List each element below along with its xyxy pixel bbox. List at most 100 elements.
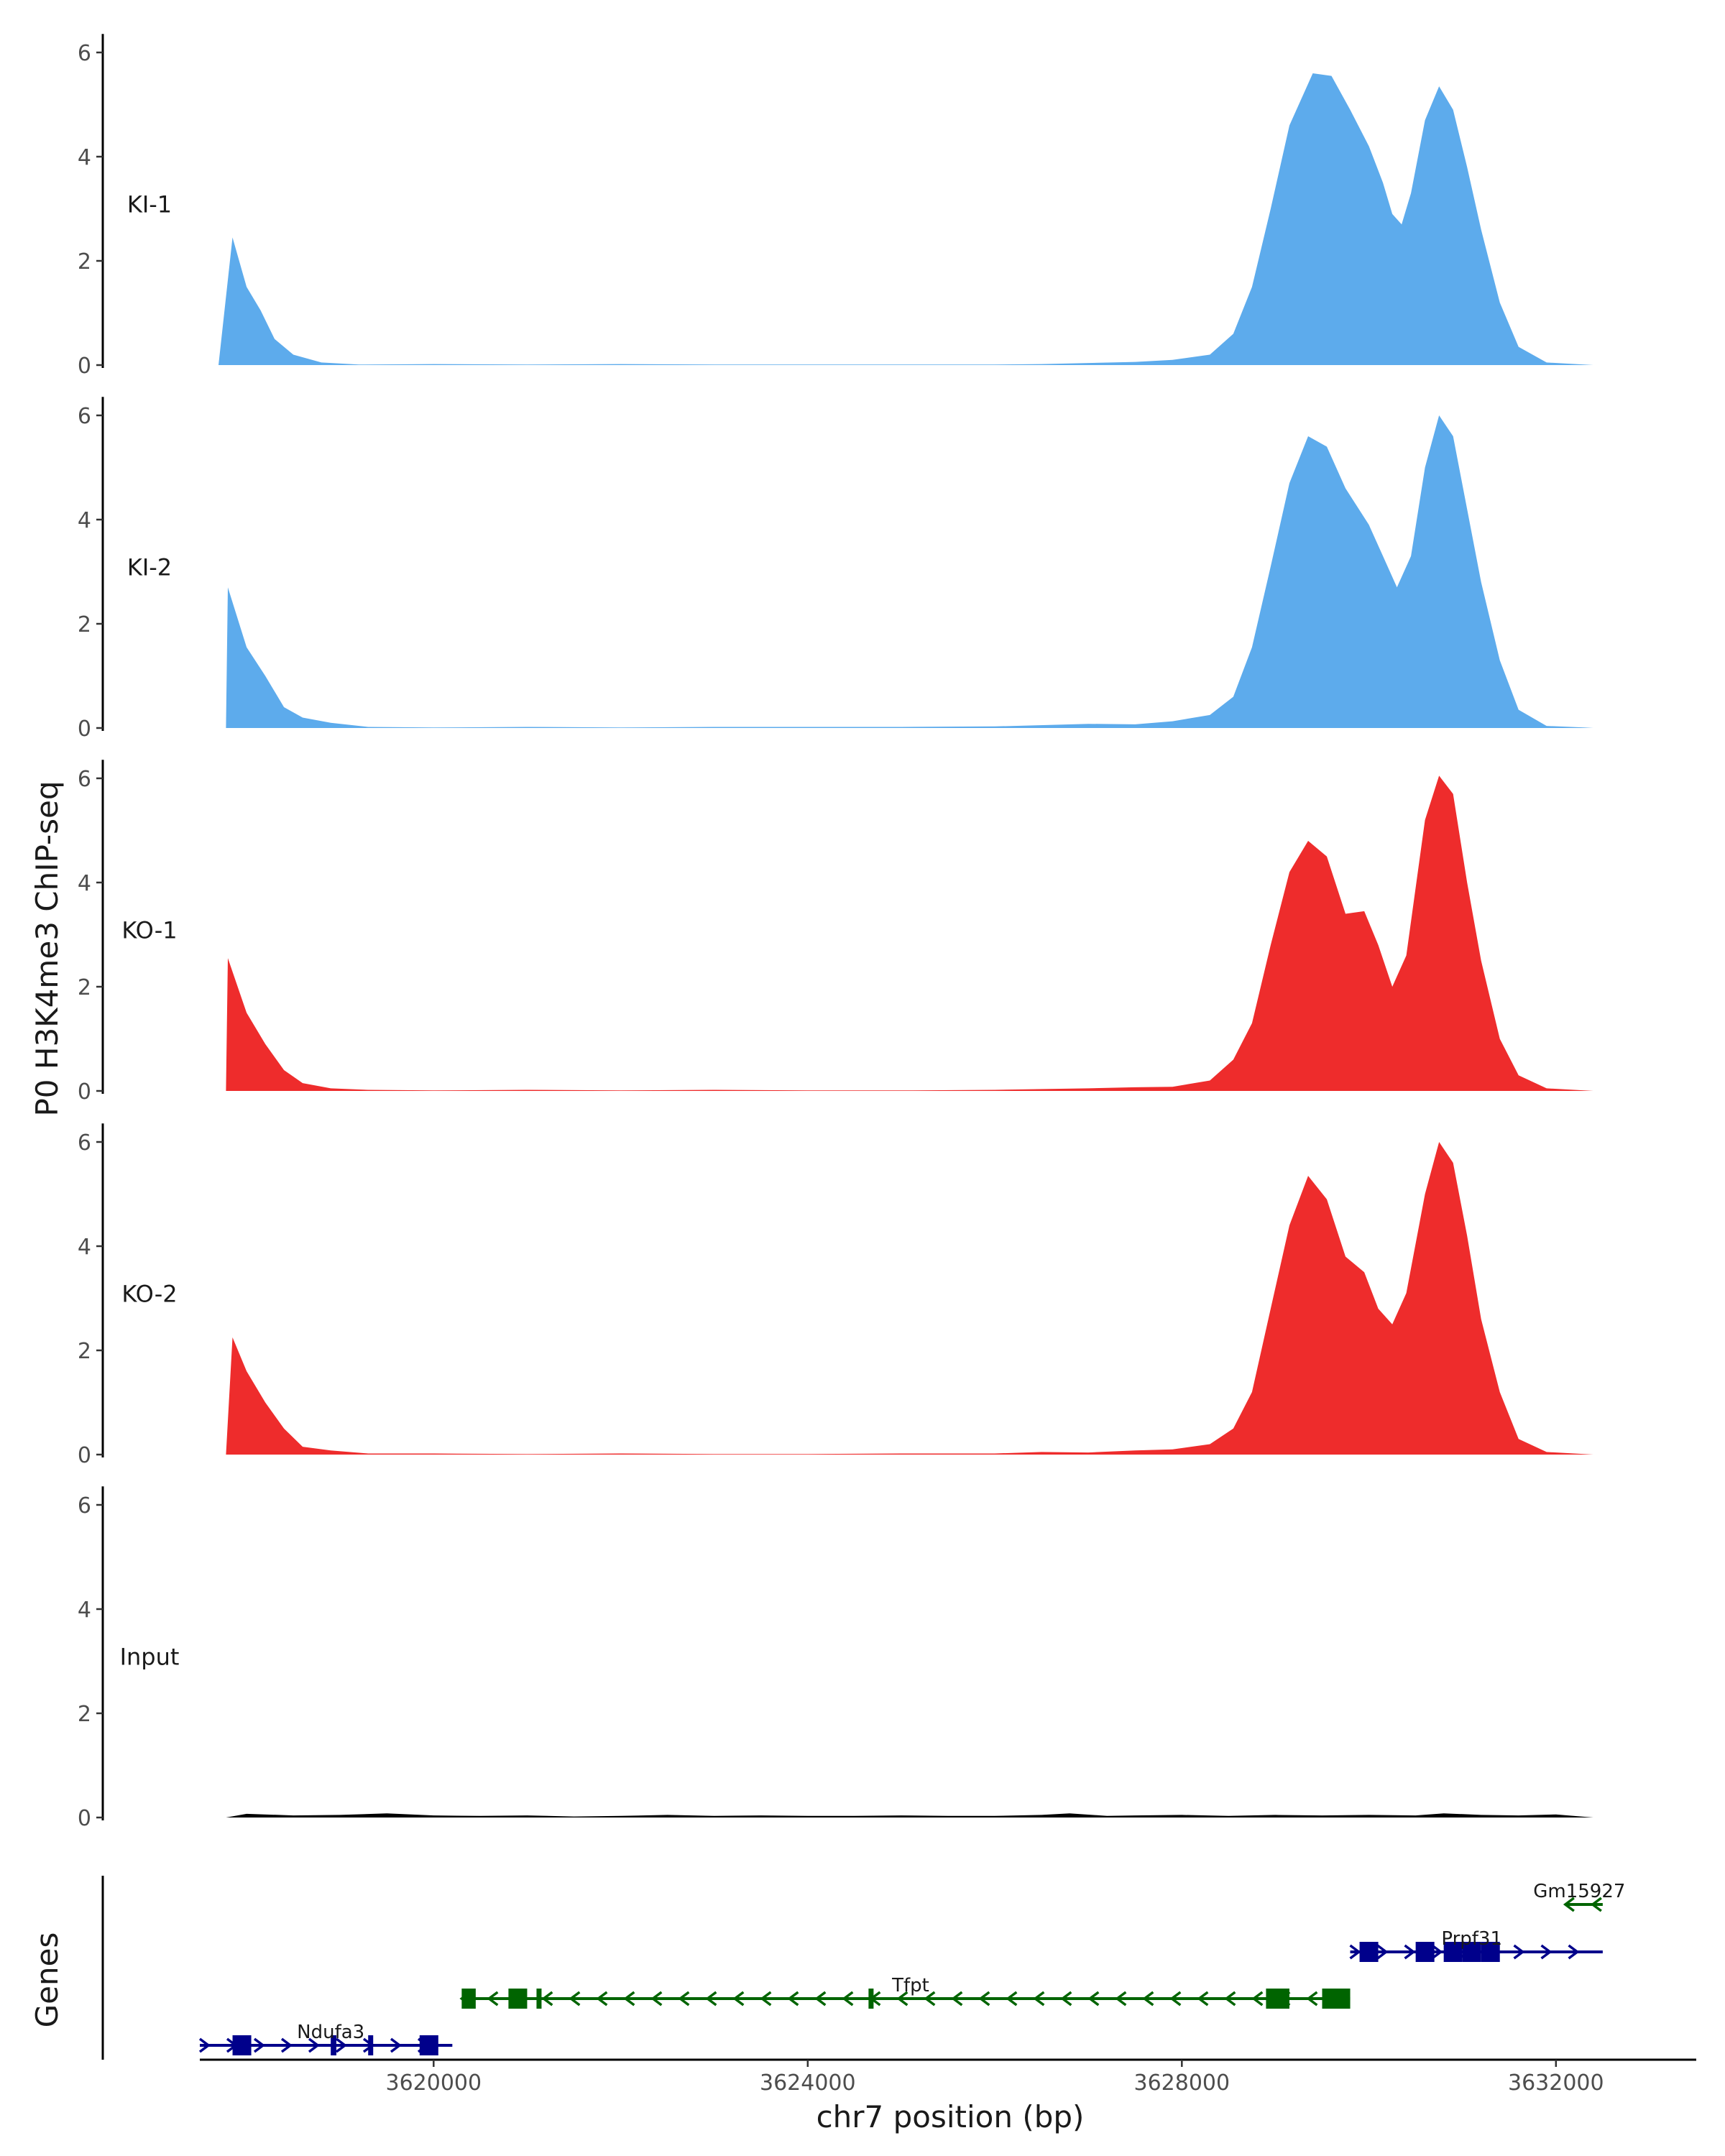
strand-chevron bbox=[390, 2037, 402, 2053]
strand-chevron bbox=[842, 1991, 854, 2007]
y-tick-label: 0 bbox=[78, 717, 91, 742]
genes-axis-title: Genes bbox=[29, 1932, 65, 2028]
gene-gm15927: Gm15927 bbox=[1533, 1881, 1625, 1912]
strand-chevron bbox=[1033, 1991, 1045, 2007]
strand-chevron bbox=[1376, 1944, 1389, 1960]
y-tick-label: 2 bbox=[78, 1702, 91, 1727]
gene-exon bbox=[461, 1989, 476, 2009]
y-tick-label: 6 bbox=[78, 1493, 91, 1519]
track-area-ki-1 bbox=[218, 73, 1593, 365]
y-tick-label: 0 bbox=[78, 1079, 91, 1105]
strand-chevron bbox=[650, 1991, 663, 2007]
strand-chevron bbox=[280, 2037, 293, 2053]
track-ki-1: 0 2 4 6 KI-1 bbox=[78, 34, 1593, 379]
strand-chevron bbox=[1568, 1944, 1580, 1960]
track-area-ko-1 bbox=[226, 775, 1593, 1091]
strand-chevron bbox=[1251, 1991, 1264, 2007]
strand-chevron bbox=[335, 2037, 347, 2053]
y-tick-label: 0 bbox=[78, 1806, 91, 1831]
strand-chevron bbox=[308, 2037, 320, 2053]
strand-chevron bbox=[1349, 1944, 1361, 1960]
gene-exon bbox=[1266, 1989, 1289, 2009]
strand-chevron bbox=[569, 1991, 581, 2007]
strand-chevron bbox=[1115, 1991, 1127, 2007]
y-tick-label: 2 bbox=[78, 249, 91, 275]
strand-chevron bbox=[678, 1991, 690, 2007]
strand-chevron bbox=[1006, 1991, 1018, 2007]
y-tick-label: 4 bbox=[78, 1598, 91, 1623]
y-tick-label: 6 bbox=[78, 41, 91, 66]
x-tick-label: 3624000 bbox=[760, 2070, 856, 2096]
gene-exon bbox=[1359, 1942, 1379, 1962]
strand-chevron bbox=[623, 1991, 635, 2007]
track-label: KI-1 bbox=[127, 190, 172, 218]
strand-chevron bbox=[924, 1991, 936, 2007]
x-tick-label: 3628000 bbox=[1134, 2070, 1230, 2096]
strand-chevron bbox=[1431, 1944, 1443, 1960]
y-tick-label: 6 bbox=[78, 1130, 91, 1156]
strand-chevron bbox=[1169, 1991, 1182, 2007]
gene-exon-small bbox=[368, 2035, 374, 2055]
strand-chevron bbox=[1563, 1897, 1575, 1912]
track-label: KO-2 bbox=[121, 1280, 177, 1307]
gene-exon bbox=[1443, 1942, 1463, 1962]
gene-exon bbox=[508, 1989, 528, 2009]
strand-chevron bbox=[198, 2037, 211, 2053]
track-label: Input bbox=[120, 1643, 180, 1670]
strand-chevron bbox=[951, 1991, 963, 2007]
strand-chevron bbox=[1590, 1897, 1602, 1912]
gene-exon bbox=[1415, 1942, 1435, 1962]
x-tick-label: 3632000 bbox=[1508, 2070, 1604, 2096]
track-area-ki-2 bbox=[226, 415, 1593, 728]
strand-chevron bbox=[1087, 1991, 1100, 2007]
y-tick-label: 2 bbox=[78, 1339, 91, 1364]
strand-chevron bbox=[978, 1991, 990, 2007]
strand-chevron bbox=[1060, 1991, 1072, 2007]
strand-chevron bbox=[787, 1991, 799, 2007]
y-tick-label: 2 bbox=[78, 612, 91, 637]
x-axis-title: chr7 position (bp) bbox=[816, 2099, 1085, 2134]
strand-chevron bbox=[1540, 1944, 1552, 1960]
gene-tfpt: Tfpt bbox=[459, 1975, 1351, 2009]
strand-chevron bbox=[541, 1991, 553, 2007]
track-input: 0 2 4 6 Input bbox=[78, 1486, 1593, 1831]
y-tick-label: 0 bbox=[78, 354, 91, 379]
strand-chevron bbox=[732, 1991, 745, 2007]
gene-exon-small bbox=[536, 1989, 542, 2009]
gene-exon bbox=[1481, 1942, 1500, 1962]
gene-exon bbox=[1462, 1942, 1481, 1962]
y-tick-label: 6 bbox=[78, 404, 91, 429]
strand-chevron bbox=[596, 1991, 608, 2007]
gene-exon bbox=[232, 2035, 252, 2055]
y-tick-label: 6 bbox=[78, 767, 91, 792]
strand-chevron bbox=[1513, 1944, 1525, 1960]
gene-exon bbox=[419, 2035, 438, 2055]
y-tick-label: 4 bbox=[78, 871, 91, 896]
gene-exon bbox=[1322, 1989, 1351, 2009]
y-tick-label: 2 bbox=[78, 975, 91, 1000]
gene-ndufa3: Ndufa3 bbox=[198, 2022, 453, 2055]
gene-label: Prpf31 bbox=[1441, 1928, 1502, 1950]
gene-prpf31: Prpf31 bbox=[1349, 1928, 1603, 1962]
y-tick-label: 4 bbox=[78, 1235, 91, 1260]
strand-chevron bbox=[1306, 1991, 1318, 2007]
y-tick-label: 0 bbox=[78, 1443, 91, 1468]
strand-chevron bbox=[814, 1991, 827, 2007]
track-area-input bbox=[226, 1813, 1593, 1818]
gene-label: Ndufa3 bbox=[297, 2022, 364, 2043]
gene-annotation-panel: Ndufa3 Tfpt Prpf31 Gm15927 bbox=[101, 1876, 1625, 2060]
coverage-tracks: 0 2 4 6 KI-1 0 2 4 6 KI-2 0 2 4 6 KO-1 0 2 4 6 KO-2 0 2 4 6 Inpu… bbox=[78, 34, 1593, 1831]
track-ko-1: 0 2 4 6 KO-1 bbox=[78, 760, 1593, 1105]
track-label: KO-1 bbox=[121, 916, 177, 944]
gene-label: Tfpt bbox=[891, 1975, 929, 1996]
gene-label: Gm15927 bbox=[1533, 1881, 1625, 1902]
strand-chevron bbox=[487, 1991, 499, 2007]
y-axis-title: P0 H3K4me3 ChIP-seq bbox=[29, 780, 65, 1116]
track-area-ko-2 bbox=[226, 1142, 1593, 1455]
strand-chevron bbox=[1142, 1991, 1154, 2007]
y-tick-label: 4 bbox=[78, 145, 91, 170]
x-axis: 3620000 3624000 3628000 3632000 bbox=[200, 2058, 1696, 2096]
strand-chevron bbox=[896, 1991, 908, 2007]
gene-exon-small bbox=[868, 1989, 874, 2009]
